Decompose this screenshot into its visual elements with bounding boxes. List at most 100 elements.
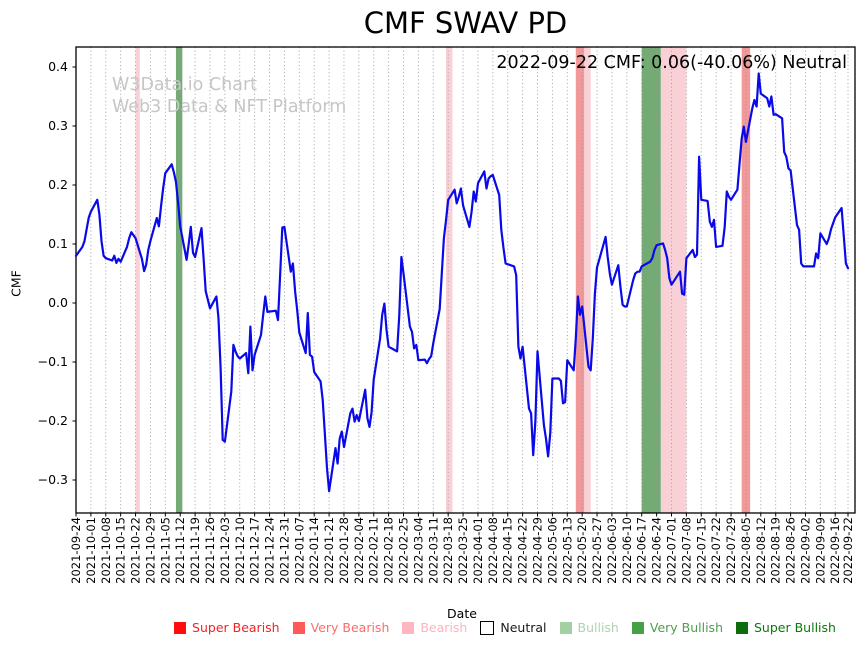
x-tick-label: 2022-01-07 <box>292 517 306 584</box>
legend-label: Super Bearish <box>192 620 280 635</box>
x-tick-label: 2022-09-09 <box>813 517 827 584</box>
x-tick-label: 2022-06-24 <box>650 517 664 584</box>
x-tick-label: 2022-06-03 <box>605 517 619 584</box>
x-tick-label: 2022-09-02 <box>798 517 812 584</box>
x-tick-label: 2022-04-22 <box>516 517 530 584</box>
x-tick-label: 2022-08-19 <box>769 517 783 584</box>
legend-item-neutral: Neutral <box>480 620 547 635</box>
legend-swatch-icon <box>559 621 572 634</box>
sentiment-band-bearish <box>135 47 140 513</box>
x-tick-label: 2021-10-08 <box>99 517 113 584</box>
sentiment-band-bearish <box>584 47 591 513</box>
legend-swatch-icon <box>402 621 415 634</box>
legend-label: Very Bullish <box>649 620 723 635</box>
sentiment-band-bearish <box>446 47 453 513</box>
x-tick-label: 2022-04-01 <box>471 517 485 584</box>
legend-swatch-icon <box>631 621 644 634</box>
x-tick-label: 2021-12-31 <box>277 517 291 584</box>
watermark-line-2: Web3 Data & NFT Platform <box>112 97 347 117</box>
sentiment-band-very_bullish <box>641 47 661 513</box>
legend-item-super-bullish: Super Bullish <box>736 620 836 635</box>
x-tick-label: 2022-01-14 <box>307 517 321 584</box>
legend-label: Bullish <box>577 620 619 635</box>
x-tick-label: 2021-11-19 <box>188 517 202 584</box>
x-tick-label: 2021-10-15 <box>114 517 128 584</box>
legend-item-very-bullish: Very Bullish <box>631 620 723 635</box>
y-tick-label: 0.2 <box>48 177 68 192</box>
x-tick-label: 2022-05-06 <box>545 517 559 584</box>
x-tick-label: 2022-05-20 <box>575 517 589 584</box>
y-tick-label: −0.3 <box>38 472 68 487</box>
x-tick-label: 2022-04-29 <box>530 517 544 584</box>
x-tick-label: 2022-02-04 <box>352 517 366 584</box>
legend-swatch-icon <box>292 621 305 634</box>
x-tick-label: 2021-12-17 <box>248 517 262 584</box>
x-axis-label: Date <box>447 606 477 621</box>
x-tick-label: 2021-11-12 <box>173 517 187 584</box>
x-tick-label: 2022-04-15 <box>501 517 515 584</box>
legend-swatch-icon <box>736 621 748 634</box>
y-tick-label: −0.2 <box>38 413 68 428</box>
x-tick-label: 2022-08-05 <box>739 517 753 584</box>
watermark-line-1: W3Data.io Chart <box>112 75 258 95</box>
x-tick-label: 2021-09-24 <box>69 517 83 584</box>
y-axis-label: CMF <box>8 270 24 297</box>
x-tick-label: 2022-03-11 <box>426 517 440 584</box>
legend-item-bearish: Bearish <box>402 620 467 635</box>
sentiment-band-very_bearish <box>575 47 585 513</box>
legend-item-very-bearish: Very Bearish <box>292 620 390 635</box>
legend-label: Neutral <box>500 620 547 635</box>
x-tick-label: 2022-08-26 <box>784 517 798 584</box>
x-tick-label: 2021-10-29 <box>143 517 157 584</box>
cmf-line-series <box>74 72 850 493</box>
y-tick-label: −0.1 <box>38 354 68 369</box>
x-tick-label: 2022-09-16 <box>828 517 842 584</box>
x-tick-label: 2021-12-03 <box>218 517 232 584</box>
x-tick-label: 2022-02-18 <box>382 517 396 584</box>
x-tick-label: 2022-02-25 <box>397 517 411 584</box>
x-tick-label: 2022-06-17 <box>635 517 649 584</box>
x-tick-label: 2021-11-26 <box>203 517 217 584</box>
x-tick-label: 2021-11-05 <box>158 517 172 584</box>
sentiment-legend: Super Bearish Very Bearish Bearish Neutral B… <box>150 620 860 635</box>
sentiment-band-very_bearish <box>741 47 751 513</box>
y-tick-label: 0.1 <box>48 236 68 251</box>
x-tick-label: 2022-01-21 <box>322 517 336 584</box>
latest-value-annotation: 2022-09-22 CMF: 0.06(-40.06%) Neutral <box>496 53 847 73</box>
y-tick-label: 0.3 <box>48 118 68 133</box>
x-tick-label: 2021-12-10 <box>233 517 247 584</box>
legend-swatch-icon <box>480 620 495 635</box>
x-tick-label: 2022-04-08 <box>486 517 500 584</box>
x-tick-label: 2022-02-11 <box>367 517 381 584</box>
y-tick-label: 0.4 <box>48 59 68 74</box>
sentiment-band-very_bullish <box>175 47 183 513</box>
legend-item-bullish: Bullish <box>559 620 619 635</box>
x-tick-label: 2022-09-22 <box>841 517 855 584</box>
y-tick-label: 0.0 <box>48 295 68 310</box>
x-tick-label: 2022-05-13 <box>560 517 574 584</box>
x-tick-label: 2021-12-24 <box>263 517 277 584</box>
x-tick-label: 2022-03-04 <box>411 517 425 584</box>
x-tick-label: 2022-08-12 <box>754 517 768 584</box>
legend-label: Super Bullish <box>754 620 836 635</box>
x-tick-label: 2022-07-29 <box>724 517 738 584</box>
axes-frame <box>75 46 856 514</box>
x-tick-label: 2022-07-15 <box>694 517 708 584</box>
legend-swatch-icon <box>174 621 187 634</box>
x-tick-label: 2022-06-10 <box>620 517 634 584</box>
x-tick-label: 2022-05-27 <box>590 517 604 584</box>
x-tick-label: 2022-07-22 <box>709 517 723 584</box>
chart-title: CMF SWAV PD <box>363 6 568 40</box>
legend-label: Bearish <box>420 620 468 635</box>
x-tick-label: 2021-10-22 <box>129 517 143 584</box>
legend-item-super-bearish: Super Bearish <box>174 620 280 635</box>
x-tick-label: 2022-07-08 <box>679 517 693 584</box>
x-tick-label: 2022-07-01 <box>664 517 678 584</box>
x-tick-label: 2022-03-18 <box>441 517 455 584</box>
legend-label: Very Bearish <box>310 620 390 635</box>
x-tick-label: 2021-10-01 <box>84 517 98 584</box>
x-tick-label: 2022-03-25 <box>456 517 470 584</box>
watermark: W3Data.io Chart Web3 Data & NFT Platform <box>112 74 346 118</box>
